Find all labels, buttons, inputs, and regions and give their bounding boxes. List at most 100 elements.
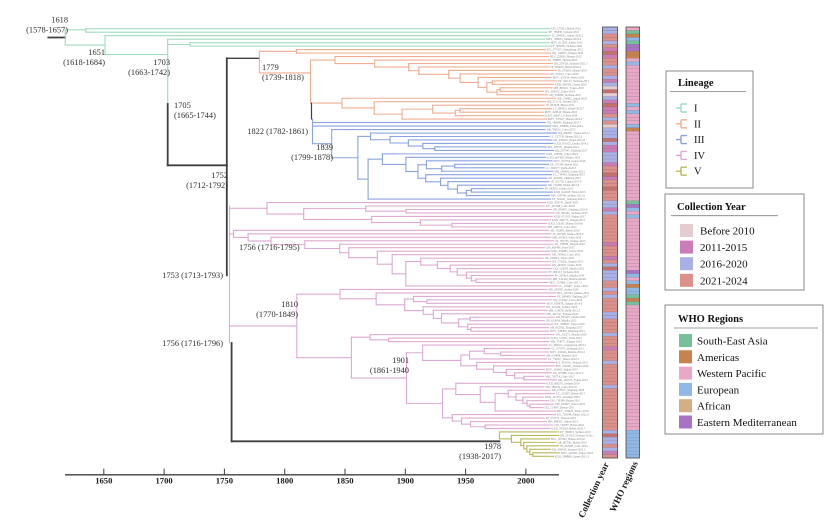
svg-text:2016-2020: 2016-2020 bbox=[700, 259, 748, 271]
svg-text:KXD_922168_Hanoi-2015: KXD_922168_Hanoi-2015 bbox=[554, 190, 586, 194]
svg-text:MZV_328400_Zhejiang-2021: MZV_328400_Zhejiang-2021 bbox=[550, 329, 586, 333]
svg-text:JX_750057_Hanoi-2012.3: JX_750057_Hanoi-2012.3 bbox=[548, 357, 579, 361]
svg-text:EF_510421_Xinjiang-2021.7: EF_510421_Xinjiang-2021.7 bbox=[552, 197, 587, 201]
svg-text:South-East Asia: South-East Asia bbox=[697, 336, 768, 348]
svg-text:ON_683496_Paris-2015: ON_683496_Paris-2015 bbox=[546, 246, 575, 250]
svg-text:African: African bbox=[697, 401, 731, 413]
svg-text:1753 (1713-1793): 1753 (1713-1793) bbox=[162, 271, 223, 280]
svg-text:1703: 1703 bbox=[153, 58, 170, 67]
svg-text:1950: 1950 bbox=[457, 476, 474, 486]
svg-text:1810: 1810 bbox=[281, 300, 298, 309]
svg-text:OR_293855_Zhejiang-2013.8: OR_293855_Zhejiang-2013.8 bbox=[553, 208, 588, 212]
svg-text:KXD_511651_Paris-2024: KXD_511651_Paris-2024 bbox=[551, 336, 582, 340]
svg-text:IV: IV bbox=[694, 151, 705, 162]
svg-text:1839: 1839 bbox=[316, 143, 333, 152]
svg-text:MH_724878_Delhi-2012.5: MH_724878_Delhi-2012.5 bbox=[549, 308, 581, 312]
svg-text:1850: 1850 bbox=[336, 476, 353, 486]
svg-text:JX_378698_Jiangsu-2016: JX_378698_Jiangsu-2016 bbox=[555, 242, 586, 246]
svg-text:JX_907428_Osaka-2023.9: JX_907428_Osaka-2023.9 bbox=[552, 232, 583, 236]
svg-text:1750: 1750 bbox=[216, 476, 233, 486]
svg-text:KXD_366473_Gansu-2024: KXD_366473_Gansu-2024 bbox=[545, 114, 578, 118]
svg-text:MN_632827_Hanoi-2013: MN_632827_Hanoi-2013 bbox=[555, 402, 586, 406]
svg-text:ON_749587_Hebei-2022: ON_749587_Hebei-2022 bbox=[555, 423, 585, 427]
svg-text:AB_762893_Hebei-2010: AB_762893_Hebei-2010 bbox=[550, 228, 580, 232]
svg-text:MZV_399853_Manila-2023.9: MZV_399853_Manila-2023.9 bbox=[546, 37, 582, 41]
svg-text:MZV_026958_Jiangsu-2014.6: MZV_026958_Jiangsu-2014.6 bbox=[547, 301, 583, 305]
svg-text:AB_025267_Osaka-2022: AB_025267_Osaka-2022 bbox=[556, 315, 586, 319]
svg-text:ON_235318_Sichuan-2016.1: ON_235318_Sichuan-2016.1 bbox=[560, 433, 595, 437]
svg-text:EF_537249_Hebei-2011: EF_537249_Hebei-2011 bbox=[550, 162, 579, 166]
svg-text:KXD_069769_Gansu-2010: KXD_069769_Gansu-2010 bbox=[555, 82, 588, 86]
svg-text:ON_013547_Cairo-2020: ON_013547_Cairo-2020 bbox=[550, 72, 579, 76]
svg-text:1700: 1700 bbox=[156, 476, 173, 486]
svg-text:KY_851016_Sichuan-2011: KY_851016_Sichuan-2011 bbox=[556, 360, 588, 364]
svg-text:LC_382977_Delhi-2020.5: LC_382977_Delhi-2020.5 bbox=[546, 166, 577, 170]
svg-text:LC_075973_Zhejiang-2015: LC_075973_Zhejiang-2015 bbox=[552, 347, 585, 351]
svg-text:(1861-1940: (1861-1940 bbox=[370, 366, 409, 375]
svg-text:ON_710399_Fujian-2011: ON_710399_Fujian-2011 bbox=[550, 399, 580, 403]
svg-text:JX_942998_Cairo-2024: JX_942998_Cairo-2024 bbox=[560, 444, 588, 448]
svg-text:(1739-1818): (1739-1818) bbox=[262, 73, 304, 82]
svg-text:ON_575626_Jiangsu-2015: ON_575626_Jiangsu-2015 bbox=[552, 260, 584, 264]
svg-text:LC_527539_Henan-2023.3: LC_527539_Henan-2023.3 bbox=[550, 135, 582, 139]
svg-text:II: II bbox=[694, 119, 701, 130]
svg-text:LC_255807_Hebei-2017: LC_255807_Hebei-2017 bbox=[556, 392, 585, 396]
svg-text:OQ_553392_Cairo-2024: OQ_553392_Cairo-2024 bbox=[553, 298, 582, 302]
svg-text:(1770-1849): (1770-1849) bbox=[256, 310, 298, 319]
svg-text:V: V bbox=[694, 167, 702, 178]
svg-text:MZV_611820_Anhui-2010: MZV_611820_Anhui-2010 bbox=[551, 41, 583, 45]
svg-text:AB_952562_Xinjiang-2017: AB_952562_Xinjiang-2017 bbox=[550, 326, 583, 330]
svg-text:OR_716360_Hebei-2015.6: OR_716360_Hebei-2015.6 bbox=[548, 183, 580, 187]
svg-text:BLV_578433_Tokyo-2010: BLV_578433_Tokyo-2010 bbox=[557, 409, 589, 413]
svg-text:KY_327368_Cairo-2018: KY_327368_Cairo-2018 bbox=[546, 204, 575, 208]
svg-text:KXD_588880_Gansu-2011.3: KXD_588880_Gansu-2011.3 bbox=[555, 454, 590, 458]
svg-text:BLV_592495_Yunnan-2020: BLV_592495_Yunnan-2020 bbox=[556, 364, 589, 368]
svg-text:BLV_205393_Hunan-2013.8: BLV_205393_Hunan-2013.8 bbox=[551, 437, 585, 441]
svg-text:AB_786531_Cairo-2015: AB_786531_Cairo-2015 bbox=[547, 128, 576, 132]
svg-text:MZV_434944_Manila-2010.2: MZV_434944_Manila-2010.2 bbox=[550, 350, 586, 354]
svg-text:OQ_692587_Osaka-2012.1: OQ_692587_Osaka-2012.1 bbox=[558, 131, 590, 135]
svg-text:KXD_767829_Hebei-2020.7: KXD_767829_Hebei-2020.7 bbox=[551, 427, 585, 431]
svg-text:Before 2010: Before 2010 bbox=[700, 226, 755, 238]
svg-text:1650: 1650 bbox=[95, 476, 112, 486]
svg-text:LC_999181_Anhui-2020.3: LC_999181_Anhui-2020.3 bbox=[552, 34, 584, 38]
svg-text:LC_734443_Xinjiang-2015: LC_734443_Xinjiang-2015 bbox=[553, 173, 586, 177]
svg-text:ON_903200_Zhejiang-2017: ON_903200_Zhejiang-2017 bbox=[548, 176, 581, 180]
svg-text:OR_950044_Osaka-2011.6: OR_950044_Osaka-2011.6 bbox=[553, 138, 585, 142]
svg-text:KXD_667420_Manila-2023: KXD_667420_Manila-2023 bbox=[547, 155, 580, 159]
svg-text:(1665-1744): (1665-1744) bbox=[174, 111, 216, 120]
svg-text:BLV_137806_Cairo-2017.1: BLV_137806_Cairo-2017.1 bbox=[550, 281, 583, 285]
svg-text:AB_134802_Anhui-2024: AB_134802_Anhui-2024 bbox=[557, 96, 587, 100]
svg-text:1800: 1800 bbox=[276, 476, 293, 486]
svg-text:AB_276537_Xinjiang-2018: AB_276537_Xinjiang-2018 bbox=[552, 388, 585, 392]
svg-text:1705: 1705 bbox=[174, 101, 191, 110]
svg-text:JX_078303_Henan-2014: JX_078303_Henan-2014 bbox=[558, 69, 588, 73]
svg-text:(1799-1878): (1799-1878) bbox=[291, 153, 333, 162]
svg-text:EF_968133_Sichuan-2019: EF_968133_Sichuan-2019 bbox=[548, 270, 580, 274]
svg-text:OQ_297347_Xinjiang-2017: OQ_297347_Xinjiang-2017 bbox=[555, 148, 588, 152]
svg-text:ON_310271_Manila-2024: ON_310271_Manila-2024 bbox=[556, 333, 587, 337]
svg-text:OR_010993_Tokyo-2011: OR_010993_Tokyo-2011 bbox=[545, 256, 575, 260]
svg-text:ON_613604_Manila-2023: ON_613604_Manila-2023 bbox=[546, 319, 577, 323]
svg-text:OR_224726_Sichuan-2021.7: OR_224726_Sichuan-2021.7 bbox=[554, 62, 588, 66]
svg-text:(1618-1684): (1618-1684) bbox=[63, 58, 105, 67]
svg-text:OR_807282_Hebei-2010: OR_807282_Hebei-2010 bbox=[558, 440, 588, 444]
svg-text:Lineage: Lineage bbox=[678, 78, 714, 89]
svg-text:BLV_229630_Hunan-2012: BLV_229630_Hunan-2012 bbox=[550, 55, 582, 59]
svg-text:MH_047813_Paris-2019: MH_047813_Paris-2019 bbox=[552, 235, 581, 239]
svg-text:OR_402375_Fujian-2012: OR_402375_Fujian-2012 bbox=[558, 378, 588, 382]
svg-text:MH_332424_Manila-2024.8: MH_332424_Manila-2024.8 bbox=[553, 277, 587, 281]
svg-text:OQ_142853_Jiangsu-2010: OQ_142853_Jiangsu-2010 bbox=[552, 51, 584, 55]
svg-text:MN_158749_Sydney-2012.6: MN_158749_Sydney-2012.6 bbox=[551, 194, 585, 198]
svg-text:OQ_513807_Henan-2011: OQ_513807_Henan-2011 bbox=[545, 406, 575, 410]
svg-text:KY_303058_Sichuan-2024: KY_303058_Sichuan-2024 bbox=[550, 44, 582, 48]
svg-text:KY_724198_Anhui-2021.8: KY_724198_Anhui-2021.8 bbox=[557, 413, 589, 417]
svg-text:1651: 1651 bbox=[88, 48, 105, 57]
svg-text:MZV_402832_Tokyo-2023: MZV_402832_Tokyo-2023 bbox=[561, 451, 594, 455]
svg-text:1779: 1779 bbox=[262, 63, 279, 72]
svg-text:ON_321240_Sydney-2010: ON_321240_Sydney-2010 bbox=[546, 305, 578, 309]
svg-text:WHO Regions: WHO Regions bbox=[678, 314, 743, 325]
svg-text:MZV_337627_Henan-2014.2: MZV_337627_Henan-2014.2 bbox=[548, 117, 583, 121]
svg-text:1901: 1901 bbox=[392, 356, 409, 365]
svg-text:MH_574075_Jiangsu-2016: MH_574075_Jiangsu-2016 bbox=[550, 340, 582, 344]
